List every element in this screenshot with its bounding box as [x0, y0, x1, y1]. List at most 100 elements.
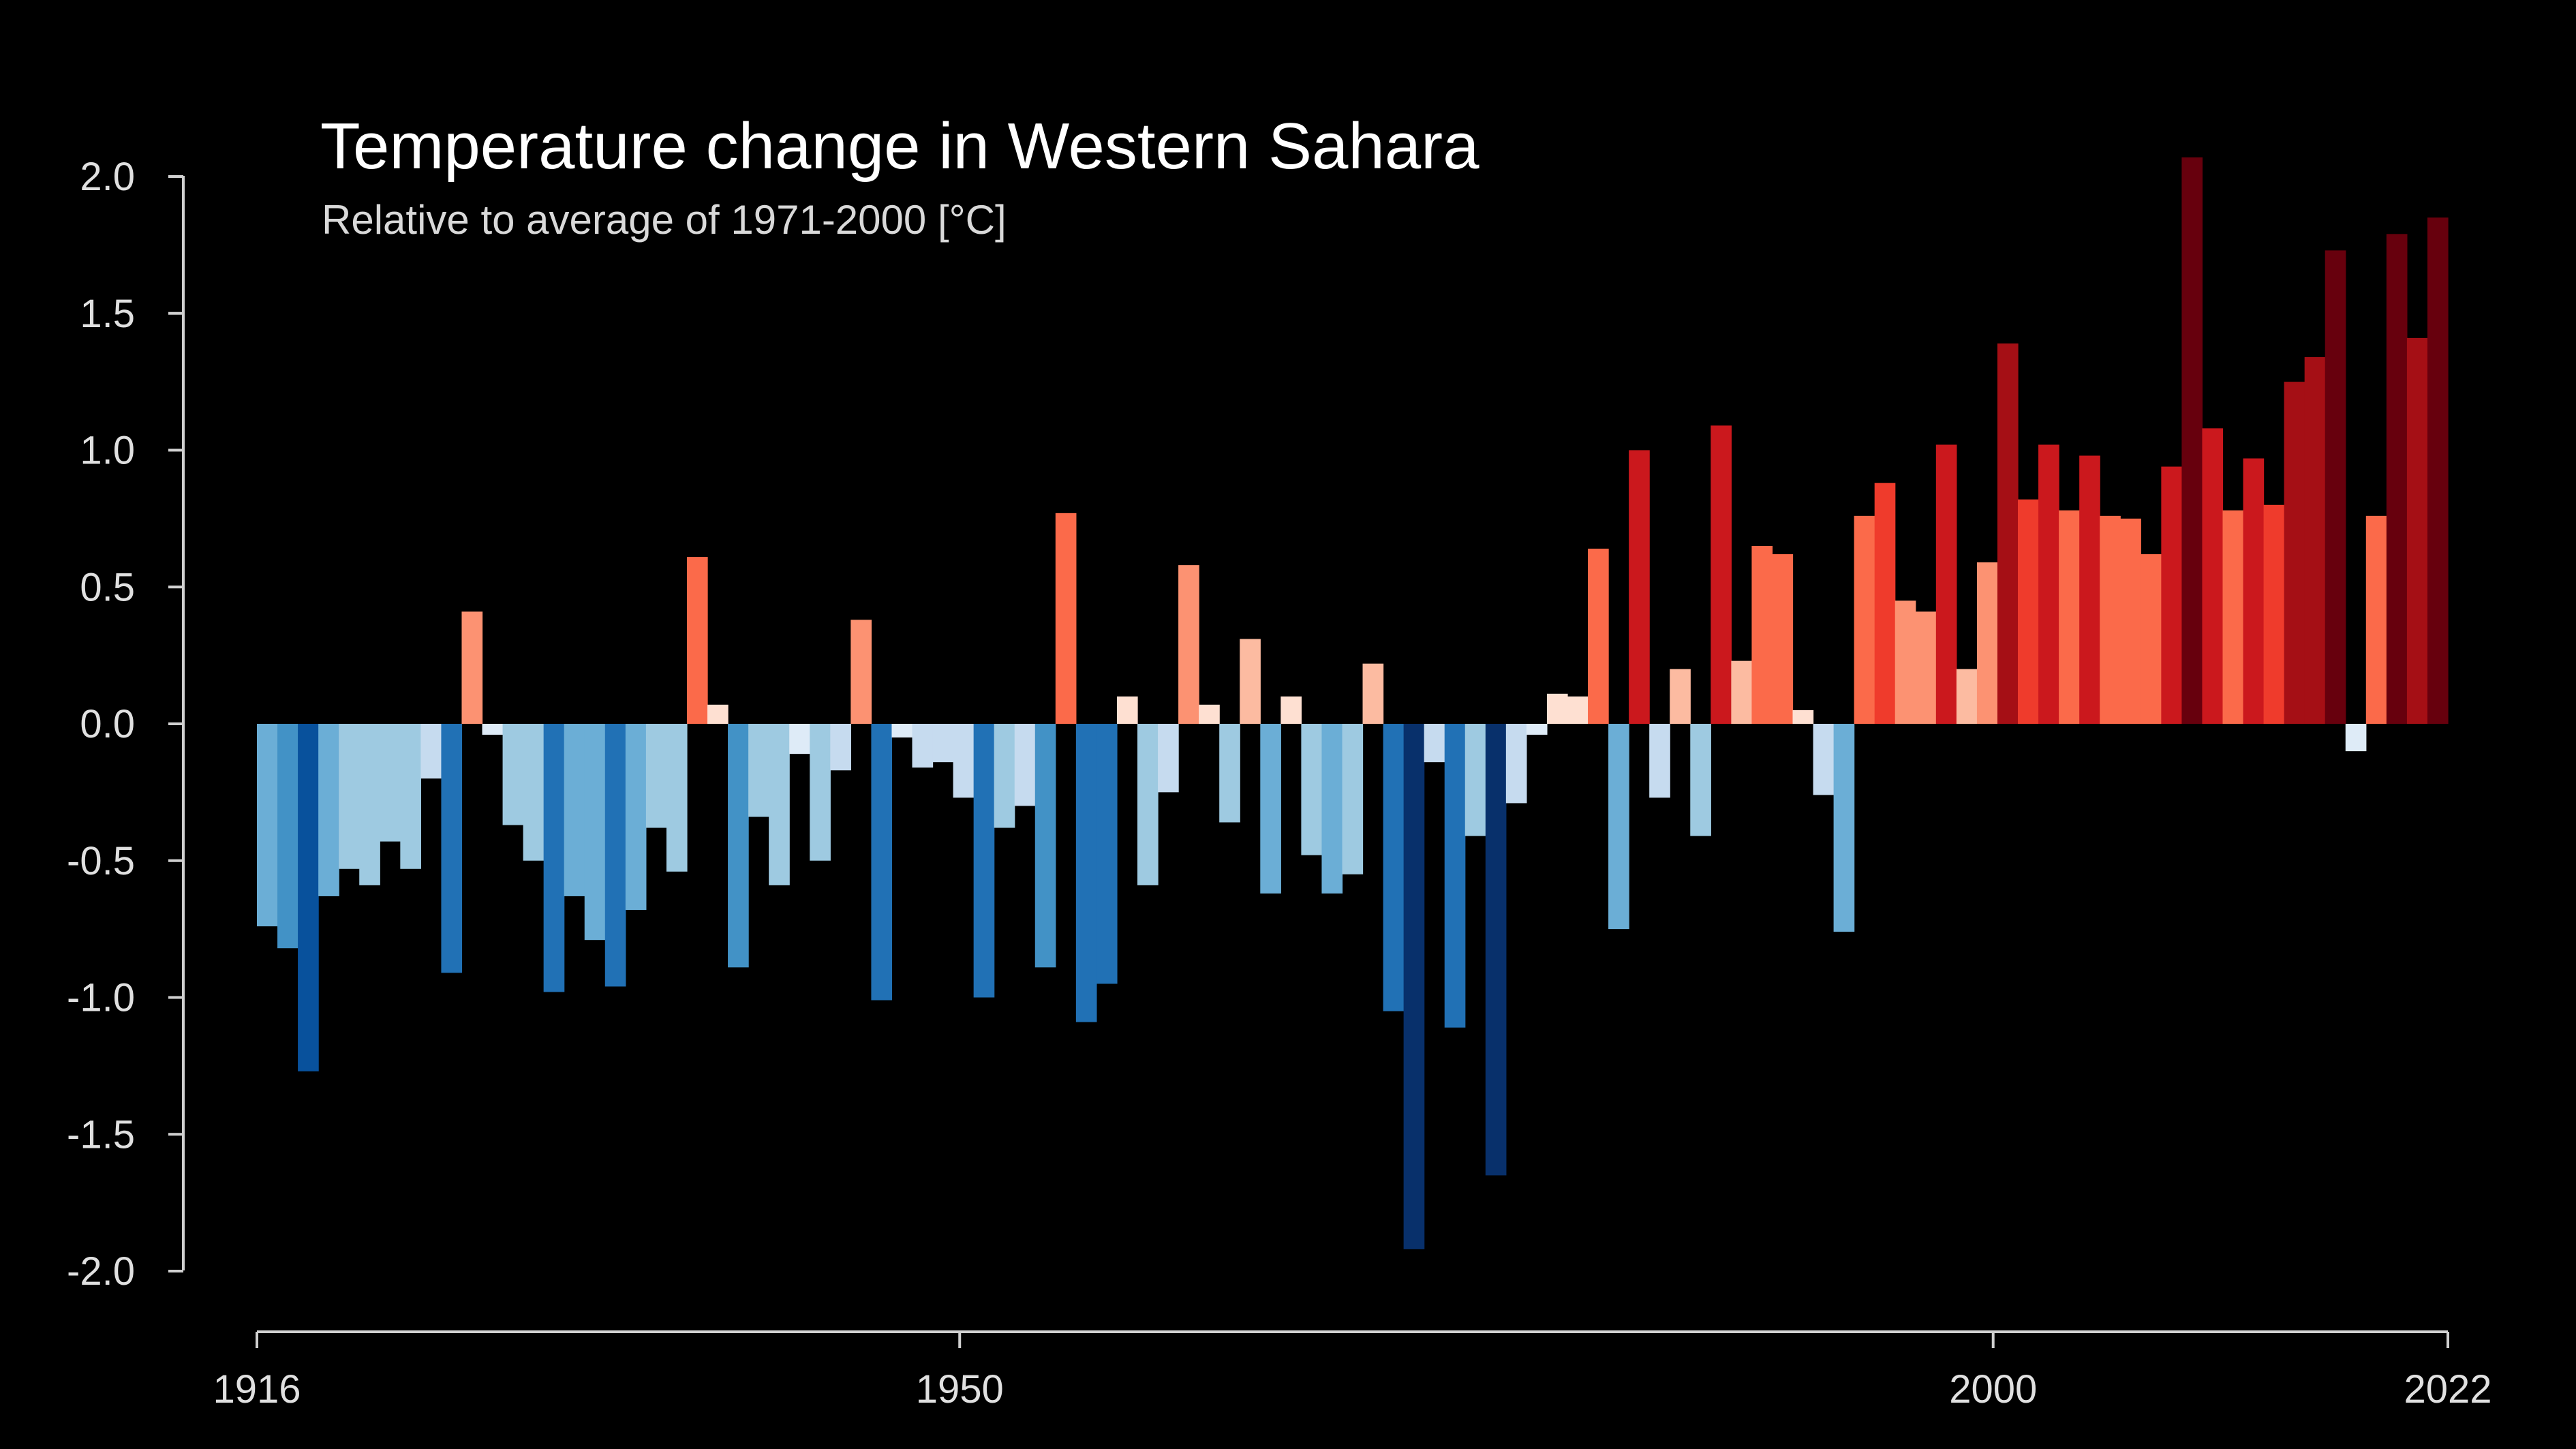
bar-1952	[994, 724, 1015, 828]
bar-1956	[1075, 724, 1097, 1022]
bar-1960	[1158, 724, 1179, 793]
bar-1976	[1485, 724, 1507, 1176]
bar-1962	[1199, 704, 1220, 724]
bar-1963	[1219, 724, 1240, 823]
bar-1974	[1444, 724, 1466, 1028]
bar-2019	[2365, 515, 2387, 724]
bar-1931	[564, 724, 585, 896]
bar-1959	[1137, 724, 1159, 885]
bar-1935	[645, 724, 667, 828]
bar-1999	[1956, 669, 1978, 724]
bar-1951	[973, 724, 995, 998]
bar-1958	[1116, 696, 1138, 724]
bar-1949	[932, 724, 954, 763]
bar-1965	[1260, 724, 1281, 894]
bar-1948	[912, 724, 934, 768]
bar-1943	[810, 724, 831, 861]
bar-1947	[891, 724, 913, 738]
bar-1996	[1895, 600, 1916, 724]
bar-1994	[1854, 515, 1875, 724]
bar-2000	[1976, 562, 1998, 724]
bar-1939	[728, 724, 749, 968]
bar-1991	[1792, 710, 1814, 724]
y-tick-label: -0.5	[67, 839, 135, 883]
bar-1978	[1526, 724, 1548, 735]
y-tick-label: -1.5	[67, 1112, 135, 1157]
bar-1986	[1690, 724, 1711, 836]
bar-1955	[1055, 513, 1077, 724]
bar-2013	[2243, 458, 2265, 724]
bar-1937	[686, 557, 708, 724]
bar-1995	[1874, 483, 1896, 724]
bar-1922	[380, 724, 401, 842]
x-tick-label: 2000	[1949, 1367, 2037, 1412]
bar-1944	[830, 724, 851, 771]
bar-1938	[707, 704, 729, 724]
bar-1954	[1034, 724, 1056, 968]
y-tick-label: 1.0	[80, 429, 135, 473]
bar-1941	[769, 724, 790, 885]
bar-1926	[461, 611, 483, 724]
x-tick-label: 2022	[2404, 1367, 2491, 1412]
bar-2001	[1997, 343, 2019, 724]
bar-1942	[789, 724, 810, 754]
bar-2014	[2263, 504, 2285, 724]
bar-1977	[1505, 724, 1527, 804]
y-tick-label: 0.5	[80, 565, 135, 609]
x-axis: 1916 1950 2000 2022	[213, 1330, 2492, 1412]
bar-1967	[1301, 724, 1323, 855]
bar-2012	[2222, 510, 2244, 724]
bar-1916	[257, 724, 278, 927]
bar-1970	[1362, 663, 1384, 724]
bar-1961	[1178, 565, 1199, 724]
bar-2007	[2120, 518, 2141, 724]
bar-1919	[318, 724, 339, 896]
chart-title: Temperature change in Western Sahara	[320, 110, 1479, 183]
bar-1924	[420, 724, 442, 779]
bar-1946	[871, 724, 893, 1001]
bar-2006	[2100, 515, 2121, 724]
bar-1975	[1465, 724, 1486, 836]
bar-1987	[1711, 425, 1732, 724]
bar-2015	[2284, 382, 2305, 724]
y-tick-label: -2.0	[67, 1249, 135, 1294]
bar-2020	[2386, 234, 2408, 724]
bar-1932	[584, 724, 606, 941]
y-axis: 2.0 1.5 1.0 0.5 0.0 -0.5 -1.0 -1.5 -2.0	[67, 155, 185, 1294]
bar-1981	[1588, 549, 1609, 724]
bar-1927	[482, 724, 504, 735]
bar-1971	[1383, 724, 1405, 1011]
bar-1953	[1014, 724, 1036, 806]
bar-1920	[339, 724, 360, 869]
bar-2022	[2427, 217, 2449, 724]
y-tick-label: -1.0	[67, 976, 135, 1020]
bar-1921	[359, 724, 380, 885]
bar-1984	[1649, 724, 1670, 798]
bar-1972	[1403, 724, 1425, 1249]
bar-1917	[277, 724, 298, 949]
bar-2017	[2325, 250, 2346, 724]
bar-1985	[1670, 669, 1691, 724]
bar-1982	[1608, 724, 1629, 930]
bar-1923	[400, 724, 421, 869]
chart-subtitle: Relative to average of 1971-2000 [°C]	[322, 197, 1007, 243]
y-tick-label: 0.0	[80, 702, 135, 746]
bar-2021	[2406, 337, 2428, 724]
bar-2018	[2345, 724, 2367, 752]
bar-2008	[2141, 554, 2162, 724]
bar-1973	[1424, 724, 1445, 763]
bar-1990	[1772, 554, 1794, 724]
bar-1930	[543, 724, 565, 992]
bar-2003	[2038, 444, 2059, 724]
bar-1998	[1935, 444, 1957, 724]
bar-1936	[666, 724, 688, 872]
bar-2005	[2079, 455, 2100, 724]
bar-2011	[2202, 428, 2224, 724]
bar-1934	[625, 724, 647, 911]
bar-1966	[1281, 696, 1302, 724]
bar-2002	[2018, 499, 2039, 724]
bar-1997	[1915, 611, 1937, 724]
bar-2004	[2059, 510, 2080, 724]
bar-2016	[2304, 356, 2326, 724]
